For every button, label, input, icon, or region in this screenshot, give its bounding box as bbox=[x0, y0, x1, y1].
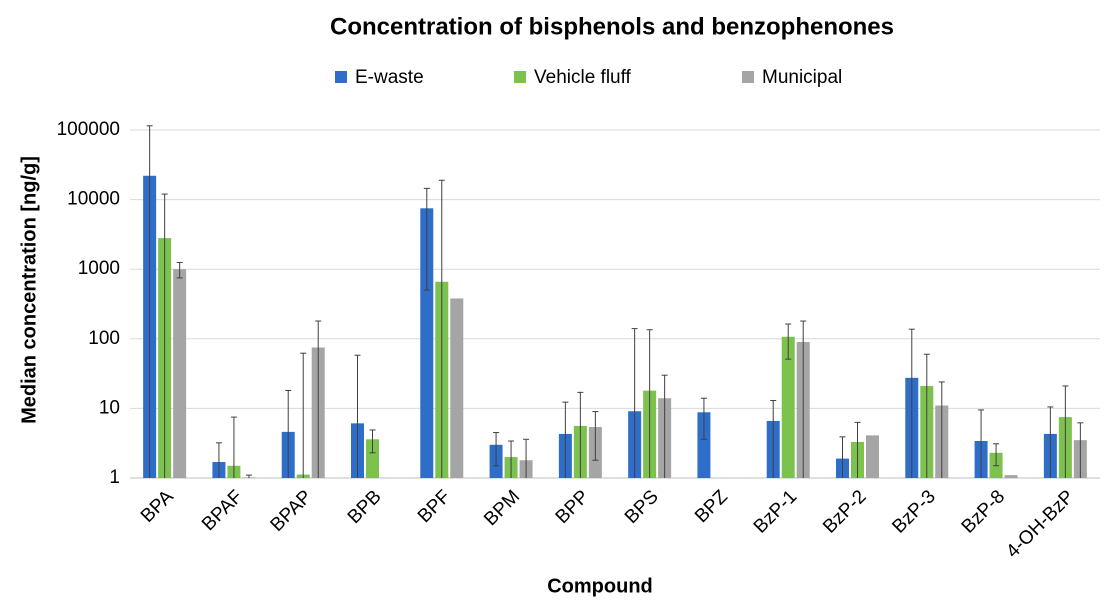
x-tick-label: BPF bbox=[414, 486, 455, 527]
x-tick-label: 4-OH-BzP bbox=[1002, 486, 1078, 562]
x-tick-label: BPB bbox=[344, 486, 386, 528]
bar bbox=[1004, 475, 1018, 478]
x-tick-label: BPZ bbox=[691, 486, 732, 527]
bar bbox=[173, 269, 187, 478]
bar bbox=[450, 298, 464, 478]
x-tick-label: BPAP bbox=[267, 486, 317, 536]
x-tick-label: BzP-3 bbox=[888, 486, 939, 537]
x-tick-label: BPS bbox=[621, 486, 663, 528]
bar bbox=[420, 208, 434, 479]
y-tick-label: 100000 bbox=[57, 119, 120, 140]
y-tick-label: 100 bbox=[88, 328, 120, 349]
legend-label: Vehicle fluff bbox=[534, 67, 632, 88]
y-tick-label: 10 bbox=[99, 397, 120, 418]
x-tick-label: BzP-2 bbox=[819, 486, 870, 537]
x-tick-label: BPAF bbox=[198, 486, 247, 535]
legend-label: E-waste bbox=[355, 67, 424, 88]
y-tick-label: 1000 bbox=[78, 258, 120, 279]
bar bbox=[781, 336, 795, 478]
bar bbox=[697, 412, 711, 478]
x-tick-label: BPA bbox=[137, 486, 178, 527]
legend-swatch bbox=[742, 71, 754, 83]
y-tick-label: 1 bbox=[109, 467, 120, 488]
bar bbox=[866, 435, 879, 478]
legend-label: Municipal bbox=[762, 67, 842, 88]
legend-swatch bbox=[335, 71, 347, 83]
x-tick-label: BzP-1 bbox=[750, 486, 801, 537]
chart-title: Concentration of bisphenols and benzophe… bbox=[330, 13, 894, 40]
x-tick-label: BPM bbox=[480, 486, 524, 530]
y-tick-label: 10000 bbox=[67, 189, 120, 210]
x-tick-label: BzP-8 bbox=[958, 486, 1009, 537]
legend-swatch bbox=[514, 71, 526, 83]
x-tick-label: BPP bbox=[552, 486, 594, 528]
x-axis-title: Compound bbox=[547, 575, 653, 597]
y-axis-title: Median concentration [ng/g] bbox=[18, 156, 40, 424]
bar bbox=[366, 439, 379, 478]
